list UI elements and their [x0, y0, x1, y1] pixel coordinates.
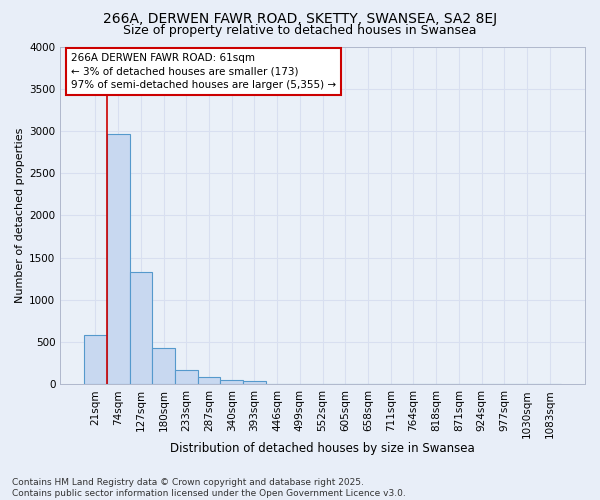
Text: Size of property relative to detached houses in Swansea: Size of property relative to detached ho…: [123, 24, 477, 37]
Bar: [152, 348, 175, 385]
Bar: [107, 134, 130, 384]
Text: 266A DERWEN FAWR ROAD: 61sqm
← 3% of detached houses are smaller (173)
97% of se: 266A DERWEN FAWR ROAD: 61sqm ← 3% of det…: [71, 54, 336, 90]
Bar: [175, 370, 198, 384]
Bar: [130, 272, 152, 384]
Bar: [243, 382, 266, 384]
Text: Contains HM Land Registry data © Crown copyright and database right 2025.
Contai: Contains HM Land Registry data © Crown c…: [12, 478, 406, 498]
Bar: [84, 334, 107, 384]
Bar: [198, 376, 220, 384]
Bar: [220, 380, 243, 384]
X-axis label: Distribution of detached houses by size in Swansea: Distribution of detached houses by size …: [170, 442, 475, 455]
Text: 266A, DERWEN FAWR ROAD, SKETTY, SWANSEA, SA2 8EJ: 266A, DERWEN FAWR ROAD, SKETTY, SWANSEA,…: [103, 12, 497, 26]
Y-axis label: Number of detached properties: Number of detached properties: [15, 128, 25, 303]
